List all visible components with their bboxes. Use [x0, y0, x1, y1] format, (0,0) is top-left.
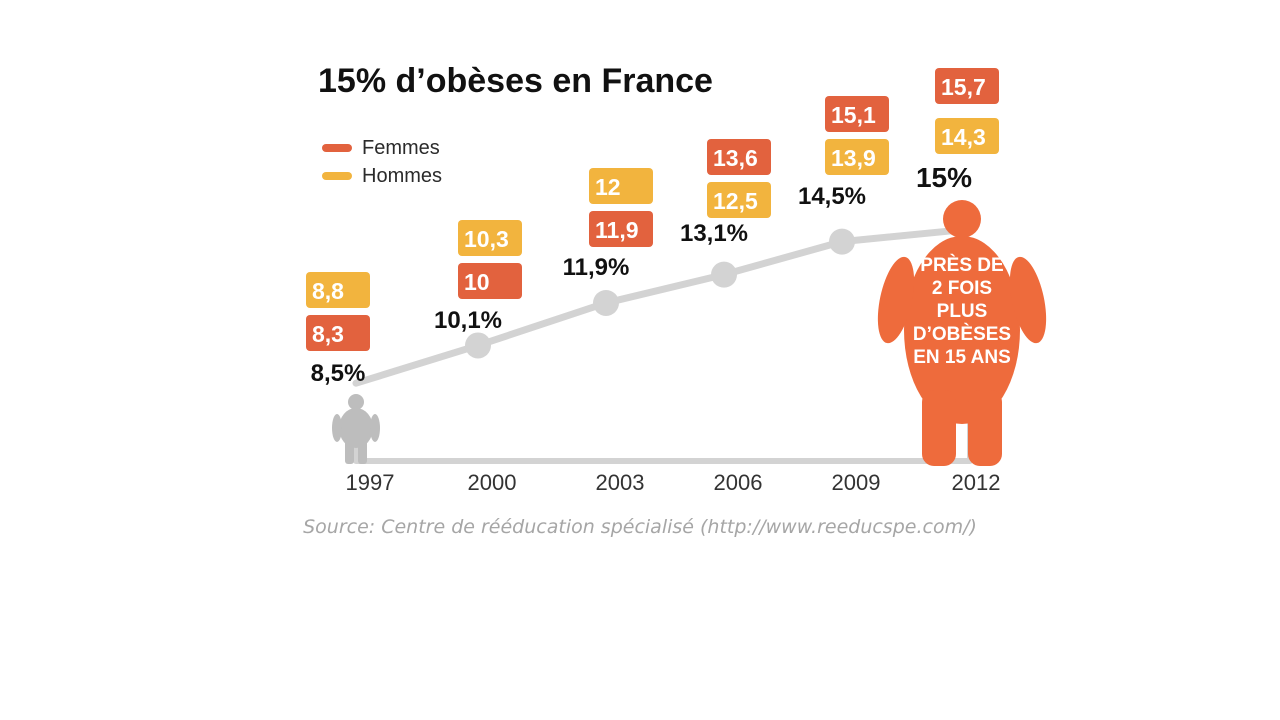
small-person-icon: [332, 394, 380, 464]
x-tick-2012: 2012: [952, 470, 1001, 495]
annotation-line-1: PRÈS DE: [920, 254, 1003, 276]
x-axis-labels: 1997 2000 2003 2006 2009 2012: [346, 470, 1001, 495]
total-label-2003: 11,9%: [563, 254, 630, 281]
badge-label-femmes-2012: 15,7: [941, 74, 986, 100]
badge-femmes-2012: [935, 68, 999, 104]
badge-label-femmes-2000: 10: [464, 269, 490, 295]
badge-label-hommes-2009: 13,9: [831, 145, 876, 171]
legend-label-femmes: Femmes: [362, 137, 440, 159]
badge-label-femmes-2006: 13,6: [713, 145, 758, 171]
badge-femmes-2006: [707, 139, 771, 175]
baseline: [353, 420, 973, 464]
trend-point-2003: [593, 289, 619, 316]
badge-hommes-2000: [458, 220, 522, 256]
legend: Femmes Hommes: [322, 137, 442, 187]
badge-label-femmes-1997: 8,3: [312, 321, 344, 347]
baseline-path: [353, 420, 973, 464]
badge-hommes-2003: [589, 168, 653, 204]
obese-person-icon: [877, 200, 1047, 466]
trend-points: [465, 228, 855, 359]
badge-hommes-2012: [935, 118, 999, 154]
badge-label-hommes-2012: 14,3: [941, 124, 986, 150]
source-caption: Source: Centre de rééducation spécialisé…: [303, 516, 977, 538]
total-label-2000: 10,1%: [434, 307, 502, 334]
trend-point-2000: [465, 332, 491, 359]
legend-swatch-femmes: [322, 144, 352, 152]
badge-femmes-1997: [306, 315, 370, 351]
x-tick-2009: 2009: [832, 470, 881, 495]
legend-label-hommes: Hommes: [362, 165, 442, 187]
x-tick-1997: 1997: [346, 470, 395, 495]
trend-point-2006: [711, 261, 737, 288]
badge-hommes-2009: [825, 139, 889, 175]
total-label-2009: 14,5%: [798, 183, 866, 210]
total-labels: 8,5% 10,1% 11,9% 13,1% 14,5% 15%: [311, 162, 972, 387]
annotation-line-2: 2 FOIS: [932, 278, 992, 299]
x-tick-2000: 2000: [468, 470, 517, 495]
badge-label-femmes-2009: 15,1: [831, 102, 876, 128]
badge-femmes-2000: [458, 263, 522, 299]
badge-label-hommes-2000: 10,3: [464, 226, 509, 252]
x-tick-2006: 2006: [714, 470, 763, 495]
trend-line: [352, 226, 966, 387]
trend-point-2009: [829, 228, 855, 255]
badge-label-femmes-2003: 11,9: [595, 217, 639, 243]
annotation-line-3: PLUS: [937, 301, 988, 322]
chart-title: 15% d’obèses en France: [318, 62, 713, 100]
total-label-1997: 8,5%: [311, 360, 366, 387]
annotation-line-5: EN 15 ANS: [913, 347, 1011, 368]
badge-label-hommes-1997: 8,8: [312, 278, 344, 304]
total-label-2012: 15%: [916, 162, 972, 193]
total-trend-line: [352, 226, 966, 387]
badge-femmes-2009: [825, 96, 889, 132]
badge-label-hommes-2006: 12,5: [713, 188, 758, 214]
x-tick-2003: 2003: [596, 470, 645, 495]
badge-label-hommes-2003: 12: [595, 174, 621, 200]
annotation-line-4: D’OBÈSES: [913, 323, 1011, 345]
legend-swatch-hommes: [322, 172, 352, 180]
value-badges: 8,8 8,3 10,3 10 12 11,9 13,6 12,5 15,1 13,9 15,7 14…: [306, 68, 999, 351]
badge-hommes-2006: [707, 182, 771, 218]
badge-femmes-2003: [589, 211, 653, 247]
total-label-2006: 13,1%: [680, 220, 748, 247]
badge-hommes-1997: [306, 272, 370, 308]
